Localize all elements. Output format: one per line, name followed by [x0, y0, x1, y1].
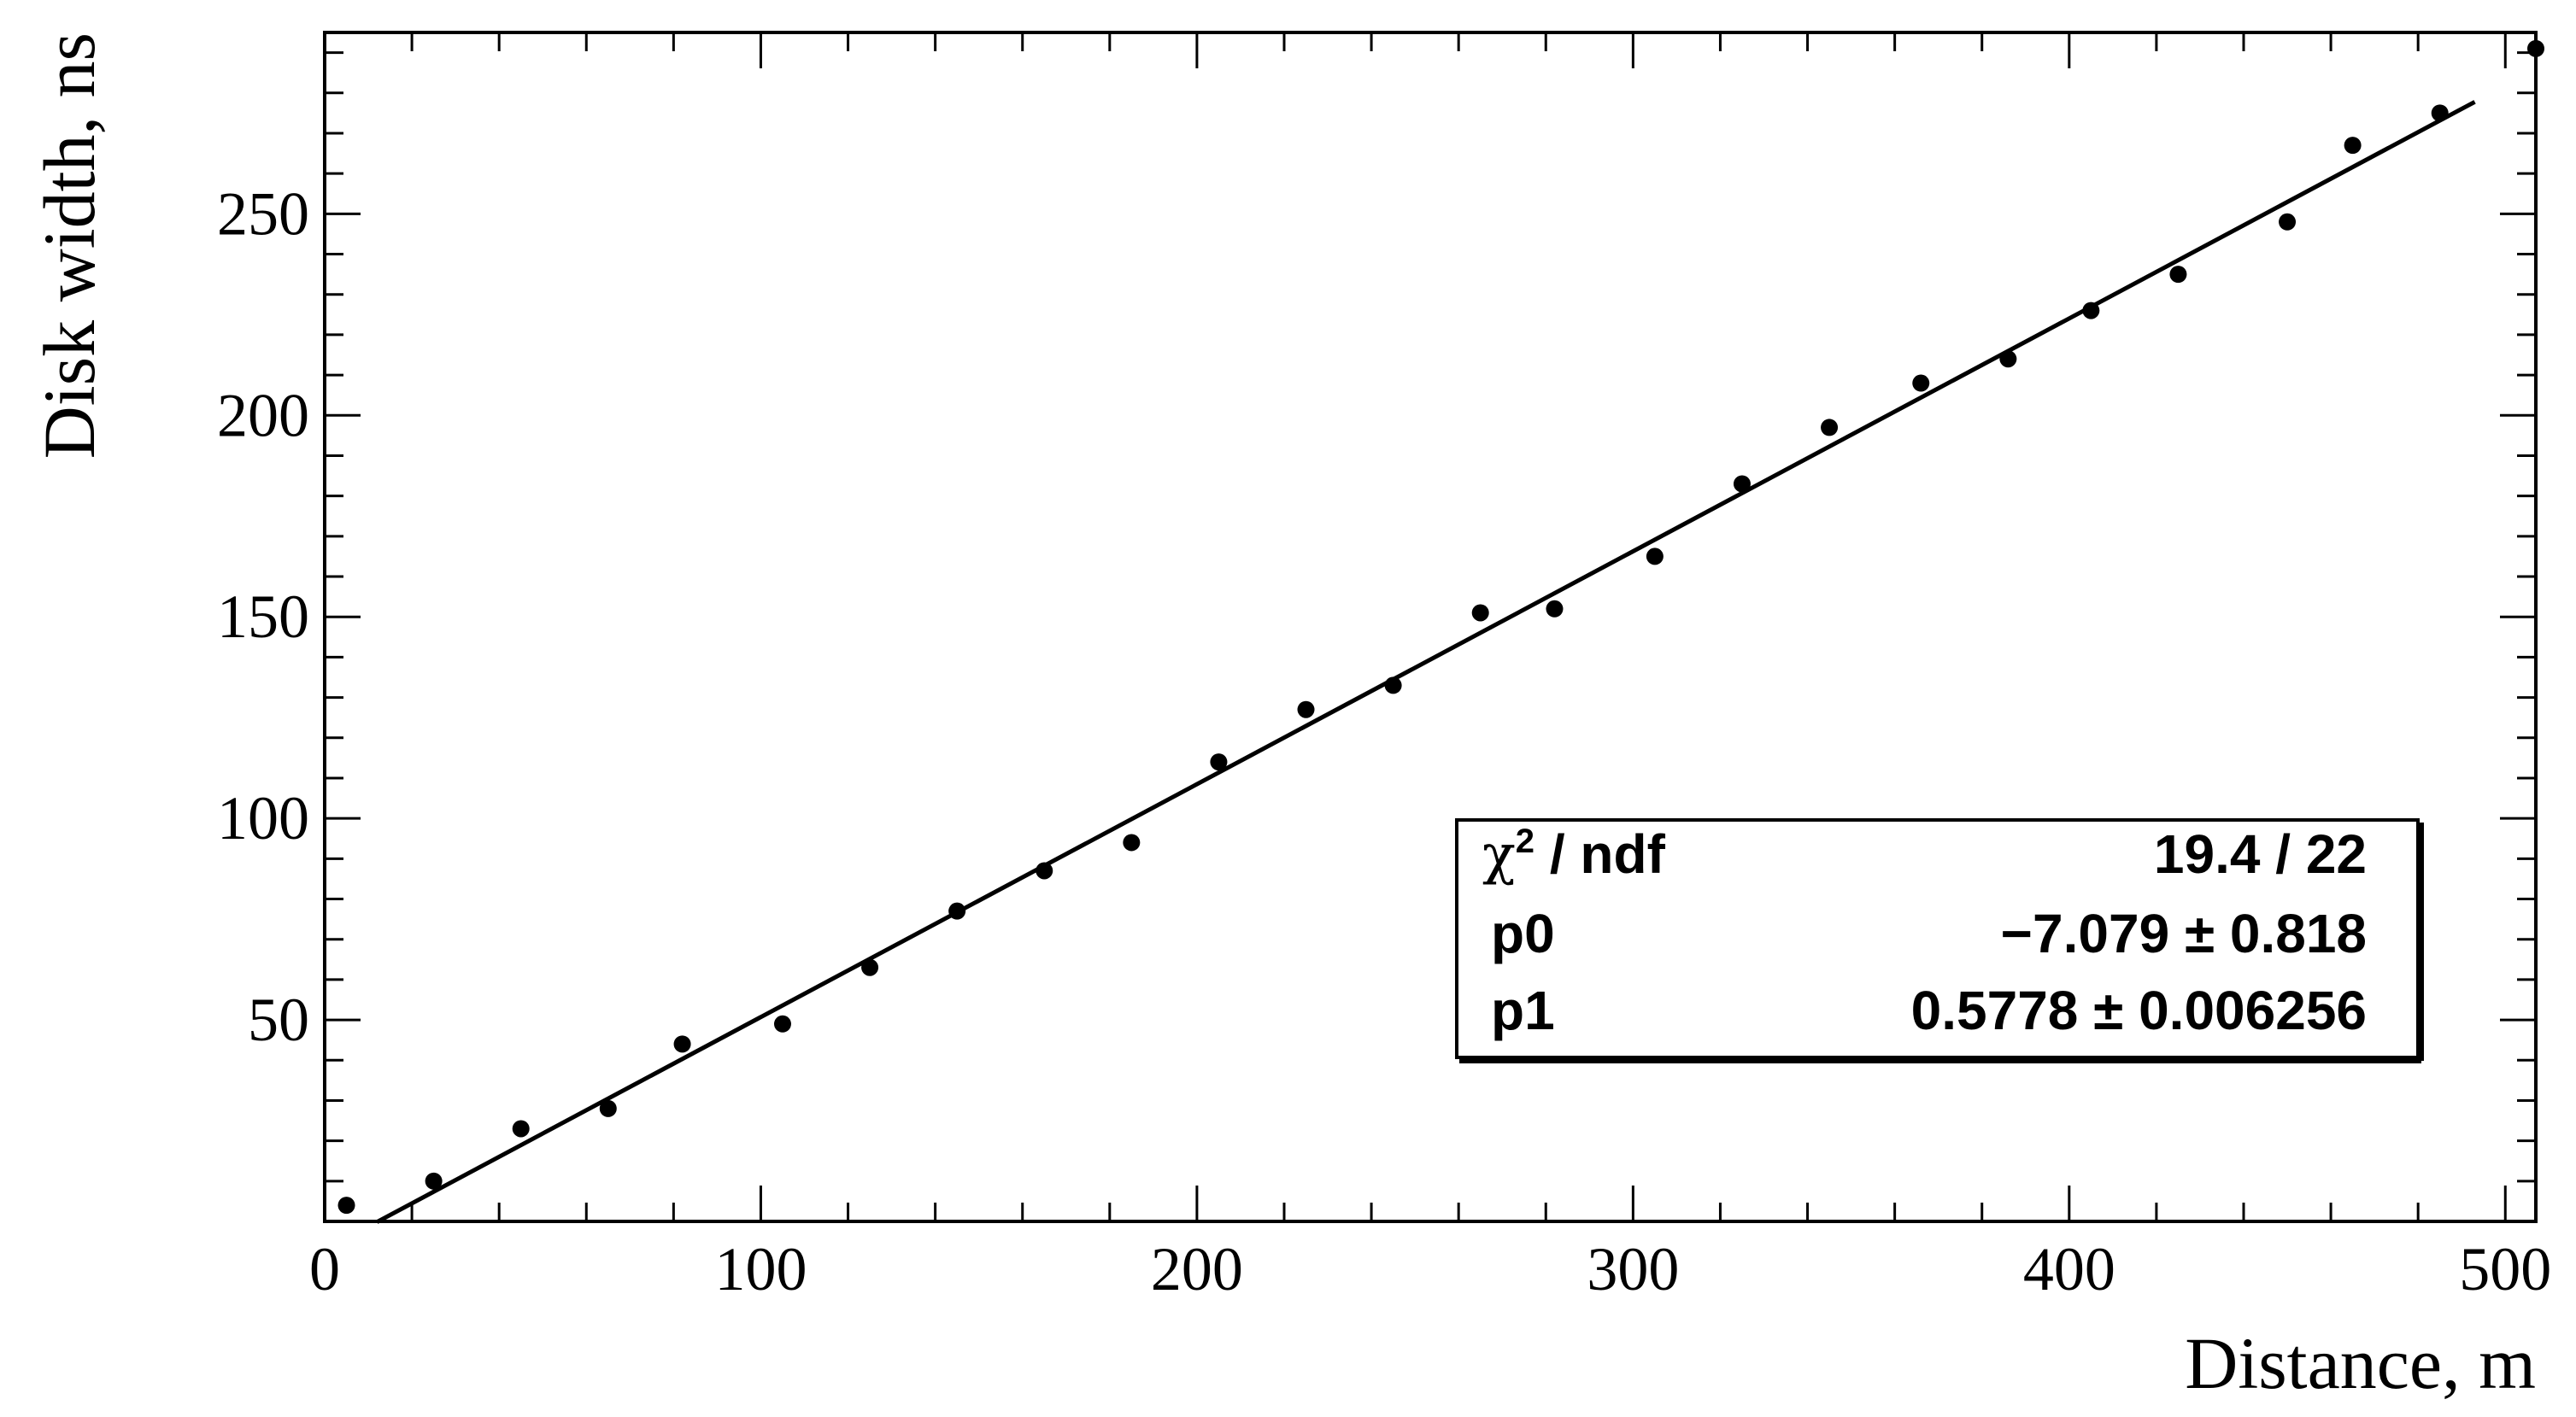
plot-frame — [323, 31, 2538, 1223]
x-tick-label: 0 — [309, 1235, 340, 1303]
y-axis-label: Disk width, ns — [28, 32, 110, 459]
fit-line — [376, 100, 2476, 1224]
data-point — [337, 1197, 355, 1215]
x-tick-label: 100 — [714, 1235, 807, 1303]
tick-labels: 0 100 200 300 400 500 50 100 150 200 250 — [217, 179, 2551, 1303]
data-point — [773, 1015, 791, 1033]
data-point — [512, 1120, 530, 1138]
data-point — [2082, 302, 2100, 319]
data-point — [1384, 676, 1402, 694]
y-tick-label: 250 — [217, 179, 309, 248]
x-tick-label: 300 — [1587, 1235, 1679, 1303]
data-point — [1210, 753, 1228, 771]
x-tick-label: 500 — [2459, 1235, 2551, 1303]
stats-box: χ2 / ndf 19.4 / 22 p0 −7.079 ± 0.818 p1 … — [1455, 818, 2424, 1063]
y-tick-label: 200 — [217, 381, 309, 449]
x-axis-label: Distance, m — [2185, 1322, 2536, 1404]
data-point — [673, 1035, 691, 1053]
data-point — [2431, 104, 2449, 122]
data-points — [337, 39, 2544, 1215]
data-point — [2527, 39, 2544, 57]
data-point — [1733, 475, 1751, 493]
stats-value-p0: −7.079 ± 0.818 — [2001, 903, 2367, 964]
y-tick-label: 50 — [248, 986, 309, 1054]
data-point — [599, 1099, 617, 1117]
data-point — [1546, 600, 1564, 618]
data-point — [2344, 137, 2362, 155]
x-tick-label: 200 — [1151, 1235, 1243, 1303]
data-point — [861, 958, 879, 976]
stats-label-chi2: χ2 / ndf — [1482, 823, 1666, 887]
data-point — [1123, 834, 1141, 852]
data-point — [948, 902, 966, 920]
data-point — [1821, 419, 1839, 436]
data-point — [1297, 700, 1315, 718]
data-point — [1471, 604, 1489, 622]
data-point — [2169, 266, 2187, 284]
y-tick-label: 100 — [217, 784, 309, 852]
data-point — [425, 1172, 443, 1190]
stats-label-p1: p1 — [1491, 980, 1555, 1041]
stats-value-chi2: 19.4 / 22 — [2154, 823, 2367, 885]
data-point — [1646, 547, 1664, 565]
data-point — [1912, 374, 1930, 392]
stats-label-p0: p0 — [1491, 903, 1555, 964]
y-tick-label: 150 — [217, 583, 309, 651]
x-tick-label: 400 — [2023, 1235, 2115, 1303]
data-point — [2279, 213, 2297, 231]
data-point — [1036, 862, 1053, 880]
stats-value-p1: 0.5778 ± 0.006256 — [1911, 980, 2367, 1041]
data-point — [1999, 350, 2017, 368]
tick-marks — [323, 32, 2536, 1221]
